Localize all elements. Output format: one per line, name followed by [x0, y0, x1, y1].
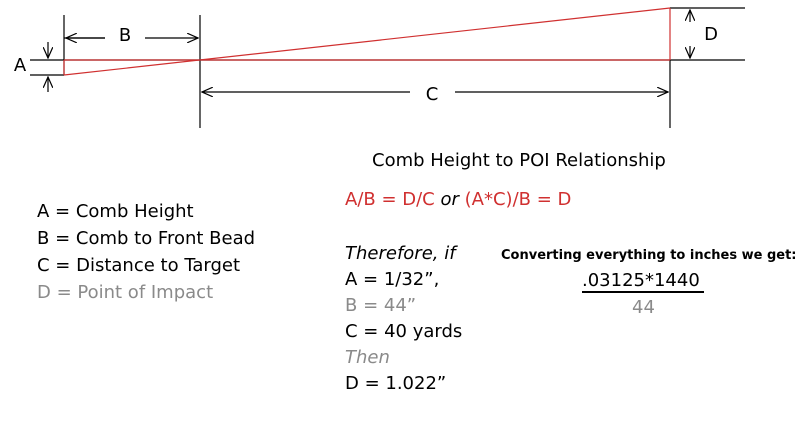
conversion-denominator: 44: [632, 297, 655, 318]
example-line: B = 44”: [345, 295, 417, 316]
legend-item: D = Point of Impact: [37, 282, 214, 303]
legend-item: B = Comb to Front Bead: [37, 228, 256, 249]
legend: A = Comb Height B = Comb to Front Bead C…: [37, 198, 255, 306]
example-line: A = 1/32”,: [345, 269, 440, 290]
legend-item: C = Distance to Target: [37, 255, 241, 276]
label-b: B: [119, 25, 131, 46]
title: Comb Height to POI Relationship: [372, 150, 666, 171]
example-line: C = 40 yards: [345, 321, 463, 342]
formula-left: A/B = D/C: [345, 189, 435, 210]
conversion-heading: Converting everything to inches we get:: [501, 248, 797, 263]
example: Therefore, if A = 1/32”, B = 44” C = 40 …: [345, 241, 462, 397]
label-d: D: [704, 24, 718, 45]
example-line: Then: [345, 347, 390, 368]
example-line: D = 1.022”: [345, 373, 447, 394]
label-a: A: [14, 55, 27, 76]
example-line: Therefore, if: [345, 243, 456, 264]
formula-right: (A*C)/B = D: [464, 189, 572, 210]
legend-item: A = Comb Height: [37, 201, 194, 222]
sight-lines: [63, 7, 671, 76]
label-c: C: [426, 84, 439, 105]
diagram: A B C D: [14, 7, 745, 128]
conversion-numerator: .03125*1440: [582, 270, 704, 293]
frame-lines: [30, 7, 745, 128]
formula-middle: or: [440, 189, 459, 210]
formula: A/B = D/C or (A*C)/B = D: [345, 189, 571, 210]
